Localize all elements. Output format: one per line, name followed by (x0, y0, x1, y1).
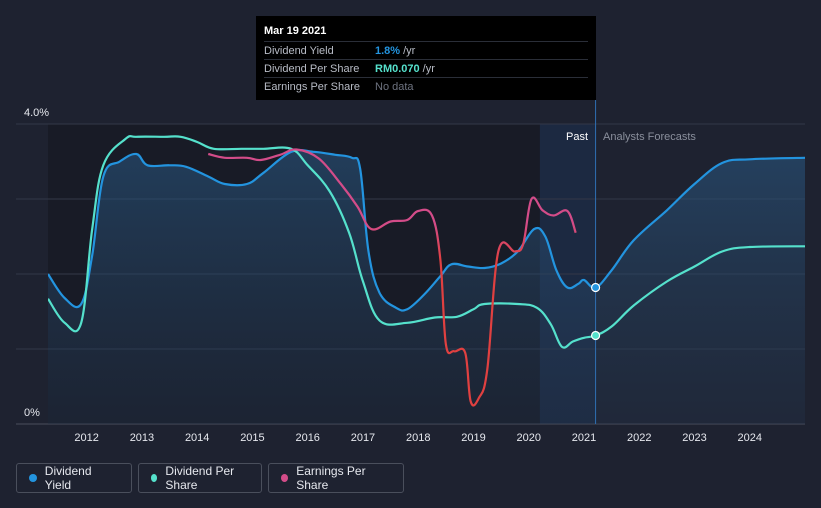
dividend-per-share-marker (590, 330, 601, 341)
tooltip-row-dividend-per-share: Dividend Per Share RM0.070 /yr (264, 59, 588, 77)
tooltip-value: 1.8% (375, 44, 401, 57)
x-tick-label: 2024 (738, 432, 762, 444)
dividend-per-share-line (48, 135, 805, 349)
legend-dot-icon (29, 474, 37, 482)
y-tick-label-top: 4.0% (24, 107, 49, 119)
tooltip: Mar 19 2021 Dividend Yield 1.8% /yr Divi… (256, 16, 596, 100)
x-tick-label: 2014 (185, 432, 209, 444)
legend-item-earnings-per-share[interactable]: Earnings Per Share (268, 463, 404, 493)
x-tick-label: 2013 (130, 432, 154, 444)
x-tick-label: 2021 (572, 432, 596, 444)
x-tick-label: 2022 (627, 432, 651, 444)
tooltip-row-earnings-per-share: Earnings Per Share No data (264, 77, 588, 95)
tooltip-row-dividend-yield: Dividend Yield 1.8% /yr (264, 41, 588, 59)
tooltip-label: Earnings Per Share (264, 80, 360, 93)
legend-item-dividend-yield[interactable]: Dividend Yield (16, 463, 132, 493)
legend-label: Dividend Per Share (165, 464, 235, 492)
past-label: Past (566, 131, 588, 143)
tooltip-label: Dividend Per Share (264, 62, 360, 75)
y-tick-label-bottom: 0% (24, 407, 40, 419)
legend-label: Earnings Per Share (296, 464, 366, 492)
legend: Dividend Yield Dividend Per Share Earnin… (16, 463, 404, 493)
forecast-label: Analysts Forecasts (603, 131, 696, 143)
tooltip-value: No data (375, 80, 414, 93)
x-tick-label: 2012 (74, 432, 98, 444)
legend-label: Dividend Yield (44, 464, 92, 492)
x-tick-label: 2018 (406, 432, 430, 444)
legend-dot-icon (281, 474, 289, 482)
dividend-yield-area (48, 149, 805, 424)
tooltip-label: Dividend Yield (264, 44, 334, 57)
tooltip-date: Mar 19 2021 (264, 25, 327, 37)
x-axis: 2012 2013 2014 2015 2016 2017 2018 2019 2020 2021… (74, 432, 762, 444)
earnings-per-share-line (207, 148, 577, 407)
dividend-yield-marker (590, 282, 601, 293)
x-tick-label: 2017 (351, 432, 375, 444)
x-tick-label: 2023 (682, 432, 706, 444)
tooltip-unit: /yr (422, 62, 435, 75)
x-tick-label: 2019 (461, 432, 485, 444)
tooltip-unit: /yr (403, 44, 416, 57)
tooltip-value: RM0.070 (375, 62, 420, 75)
x-tick-label: 2016 (295, 432, 319, 444)
x-tick-label: 2020 (516, 432, 540, 444)
legend-item-dividend-per-share[interactable]: Dividend Per Share (138, 463, 262, 493)
legend-dot-icon (151, 474, 158, 482)
x-tick-label: 2015 (240, 432, 264, 444)
